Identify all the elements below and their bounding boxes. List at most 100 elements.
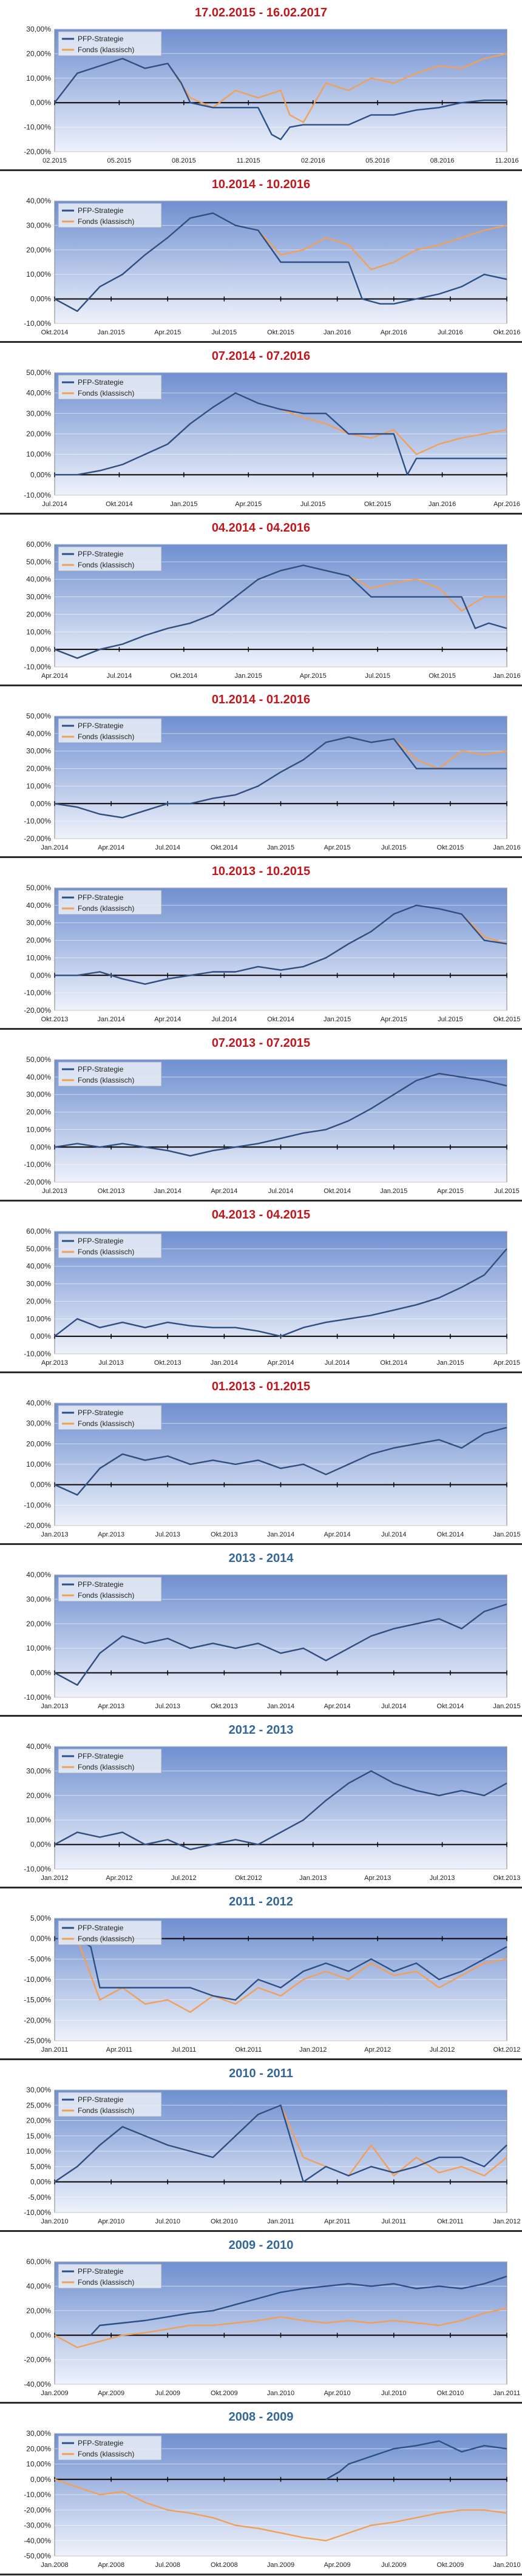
chart-panel: 50,00% 40,00% 30,00% 20,00% 10,00% 0,00% -10,0… (0, 859, 522, 1030)
y-tick-label: 30,00% (26, 1280, 51, 1288)
x-tick-label: Jan.2014 (267, 1703, 294, 1710)
x-tick-label: Apr.2008 (98, 2561, 124, 2569)
x-tick-label: Okt.2012 (493, 2046, 521, 2054)
chart-panel: 40,00% 30,00% 20,00% 10,00% 0,00% -10,00% Jan.… (0, 1717, 522, 1889)
y-tick-label: -10,00% (24, 1160, 51, 1169)
x-tick-label: Apr.2010 (324, 2390, 351, 2397)
x-tick-label: Jul.2011 (171, 2046, 196, 2054)
x-tick-label: Apr.2009 (98, 2390, 124, 2397)
series-line-strategy (90, 2276, 507, 2336)
chart-panel: 60,00% 50,00% 40,00% 30,00% 20,00% 10,00% 0,00… (0, 1202, 522, 1374)
chart-svg: 40,00% 30,00% 20,00% 10,00% 0,00% -10,00% -20,… (24, 1399, 520, 1538)
chart-panel: 5,00% 0,00% -5,00% -10,00% -15,00% -20,00% -25… (0, 1889, 522, 2061)
x-tick-label: Jul.2015 (212, 329, 237, 336)
y-tick-label: 10,00% (26, 1314, 51, 1323)
x-tick-label: 05.2016 (365, 157, 390, 164)
legend-box (58, 1920, 162, 1946)
panel-separator (0, 169, 522, 171)
y-tick-label: 10,00% (26, 1125, 51, 1134)
x-tick-label: Okt.2015 (429, 672, 456, 680)
x-tick-label: Jan.2013 (41, 1531, 68, 1538)
x-tick-label: Apr.2014 (267, 1359, 294, 1367)
x-tick-label: Jul.2010 (155, 2218, 180, 2225)
x-tick-label: Jan.2016 (493, 844, 520, 851)
x-tick-label: Okt.2015 (437, 844, 464, 851)
x-tick-label: Okt.2014 (106, 501, 133, 508)
legend-label-fund: Fonds (klassisch) (78, 2450, 134, 2458)
y-tick-label: 0,00% (30, 98, 51, 107)
y-tick-label: -10,00% (24, 1693, 51, 1702)
x-tick-label: Okt.2011 (437, 2218, 464, 2225)
y-tick-label: 0,00% (30, 1143, 51, 1151)
x-tick-label: Okt.2012 (235, 1875, 262, 1882)
panel-separator (0, 1028, 522, 1030)
x-tick-label: Okt.2013 (493, 1875, 521, 1882)
x-tick-label: Okt.2014 (380, 1359, 407, 1367)
chart-title: 04.2013 - 04.2015 (211, 1208, 311, 1222)
y-tick-label: 20,00% (26, 765, 51, 773)
y-tick-label: 20,00% (26, 1297, 51, 1305)
y-tick-label: 10,00% (26, 450, 51, 459)
chart-title: 2011 - 2012 (229, 1895, 293, 1908)
legend-box (58, 546, 162, 572)
chart-title: 01.2014 - 01.2016 (211, 693, 311, 706)
x-tick-label: Jan.2014 (154, 1188, 181, 1195)
chart-svg: 30,00%20,00%10,00%0,00%-10,00%-20,00%02.… (24, 25, 518, 164)
x-tick-label: Okt.2011 (235, 2046, 262, 2054)
x-tick-label: Okt.2014 (324, 1188, 351, 1195)
x-tick-label: Jan.2012 (299, 2046, 327, 2054)
y-tick-label: 60,00% (26, 2257, 51, 2266)
x-tick-label: Jul.2013 (42, 1188, 67, 1195)
x-tick-label: Jan.2015 (235, 672, 262, 680)
y-tick-label: -10,00% (24, 1975, 51, 1984)
y-tick-label: 20,00% (26, 610, 51, 618)
x-tick-label: Jul.2015 (494, 1188, 520, 1195)
y-tick-label: -10,00% (24, 663, 51, 671)
y-tick-label: -10,00% (24, 123, 51, 132)
x-tick-label: Apr.2016 (381, 329, 407, 336)
x-tick-label: Apr.2009 (324, 2561, 351, 2569)
legend-label-strategy: PFP-Strategie (78, 2267, 124, 2276)
y-tick-label: 40,00% (26, 2282, 51, 2290)
chart-svg: 50,00% 40,00% 30,00% 20,00% 10,00% 0,00% -10,0… (24, 1055, 520, 1195)
series-line-strategy (54, 58, 507, 141)
x-tick-label: Apr.2014 (154, 1016, 181, 1023)
legend-label-strategy: PFP-Strategie (78, 1408, 124, 1417)
x-tick-label: Jul.2013 (155, 1531, 180, 1538)
legend-label-strategy: PFP-Strategie (78, 722, 124, 730)
series-line-strategy (54, 1072, 507, 1157)
legend-label-fund: Fonds (klassisch) (78, 2278, 134, 2287)
x-tick-label: Jul.2013 (155, 1703, 180, 1710)
y-tick-label: -40,00% (24, 2380, 51, 2388)
x-tick-label: Apr.2013 (98, 1703, 124, 1710)
x-tick-label: Okt.2014 (437, 1531, 464, 1538)
legend-label-fund: Fonds (klassisch) (78, 217, 134, 226)
legend-box (58, 1061, 162, 1087)
y-tick-label: -20,00% (24, 834, 51, 843)
panel-separator (0, 2230, 522, 2232)
x-tick-label: Jan.2014 (97, 1016, 124, 1023)
x-tick-label: Jul.2011 (381, 2218, 406, 2225)
y-tick-label: 30,00% (26, 747, 51, 756)
y-tick-label: 30,00% (26, 221, 51, 229)
y-tick-label: -20,00% (24, 1006, 51, 1015)
series-line-strategy (54, 736, 507, 819)
y-tick-label: -10,00% (24, 1501, 51, 1509)
y-tick-label: 30,00% (26, 593, 51, 601)
y-tick-label: 30,00% (26, 409, 51, 418)
panel-separator (0, 1200, 522, 1202)
chart-svg: 50,00% 40,00% 30,00% 20,00% 10,00% 0,00% -10,0… (24, 884, 520, 1023)
series-line-strategy (55, 392, 507, 476)
y-tick-label: 30,00% (26, 2086, 51, 2094)
y-tick-label: 0,00% (30, 470, 51, 479)
y-tick-label: -10,00% (24, 989, 51, 997)
x-tick-label: Jan.2014 (267, 1531, 294, 1538)
chart-title: 2012 - 2013 (228, 1723, 294, 1737)
legend-box (58, 890, 162, 915)
chart-svg: 60,00% 40,00% 20,00% 0,00% -20,00% -40,00% Jan… (24, 2257, 520, 2397)
x-tick-label: Jul.2013 (430, 1875, 455, 1882)
legend-box (58, 1405, 162, 1430)
legend-label-strategy: PFP-Strategie (78, 206, 124, 215)
x-tick-label: Apr.2011 (324, 2218, 350, 2225)
chart-svg: 40,00%30,00%20,00%10,00%0,00%-10,00%Jan.… (24, 1570, 520, 1710)
